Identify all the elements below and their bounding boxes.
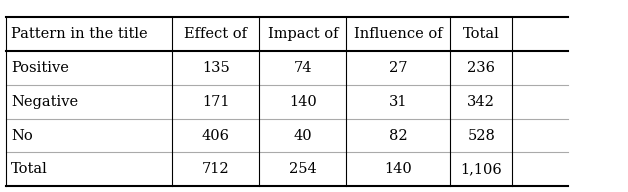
- Text: Effect of: Effect of: [184, 27, 247, 41]
- Text: 342: 342: [467, 95, 495, 109]
- Text: 406: 406: [202, 129, 230, 142]
- Text: Impact of: Impact of: [268, 27, 338, 41]
- Text: Negative: Negative: [11, 95, 78, 109]
- Text: 27: 27: [389, 61, 408, 75]
- Text: 74: 74: [293, 61, 312, 75]
- Text: 31: 31: [389, 95, 408, 109]
- Text: 140: 140: [384, 162, 412, 176]
- Text: 140: 140: [289, 95, 317, 109]
- Text: Influence of: Influence of: [354, 27, 443, 41]
- Text: 712: 712: [202, 162, 229, 176]
- Text: No: No: [11, 129, 33, 142]
- Text: Pattern in the title: Pattern in the title: [11, 27, 148, 41]
- Text: 171: 171: [202, 95, 229, 109]
- Text: 528: 528: [467, 129, 495, 142]
- Text: 236: 236: [467, 61, 495, 75]
- Text: Positive: Positive: [11, 61, 69, 75]
- Text: Total: Total: [463, 27, 500, 41]
- Text: 1,106: 1,106: [460, 162, 502, 176]
- Text: 254: 254: [289, 162, 317, 176]
- Text: 135: 135: [202, 61, 229, 75]
- Text: 40: 40: [293, 129, 312, 142]
- Text: Total: Total: [11, 162, 48, 176]
- Text: 82: 82: [389, 129, 408, 142]
